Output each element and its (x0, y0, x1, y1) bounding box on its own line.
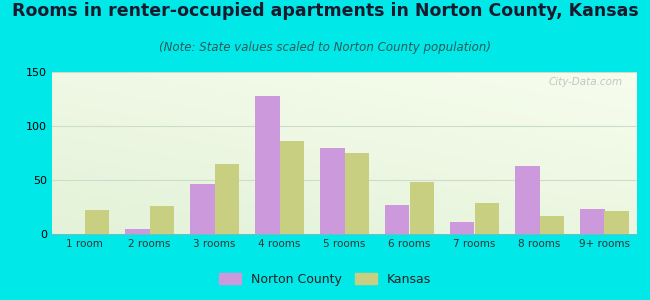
Bar (344, 153, 369, 234)
Bar (515, 166, 540, 234)
Bar (84, 210, 109, 234)
Bar (604, 211, 629, 234)
Text: Rooms in renter-occupied apartments in Norton County, Kansas: Rooms in renter-occupied apartments in N… (12, 2, 638, 20)
Bar (410, 182, 434, 234)
Bar (190, 184, 214, 234)
Bar (580, 209, 604, 234)
Bar (474, 203, 499, 234)
Bar (280, 141, 304, 234)
Text: (Note: State values scaled to Norton County population): (Note: State values scaled to Norton Cou… (159, 40, 491, 53)
Bar (450, 222, 474, 234)
Bar (255, 96, 280, 234)
Bar (125, 229, 150, 234)
Legend: Norton County, Kansas: Norton County, Kansas (214, 268, 436, 291)
Bar (385, 205, 410, 234)
Bar (214, 164, 239, 234)
Bar (320, 148, 345, 234)
Text: City-Data.com: City-Data.com (548, 77, 623, 87)
Bar (150, 206, 174, 234)
Bar (540, 216, 564, 234)
